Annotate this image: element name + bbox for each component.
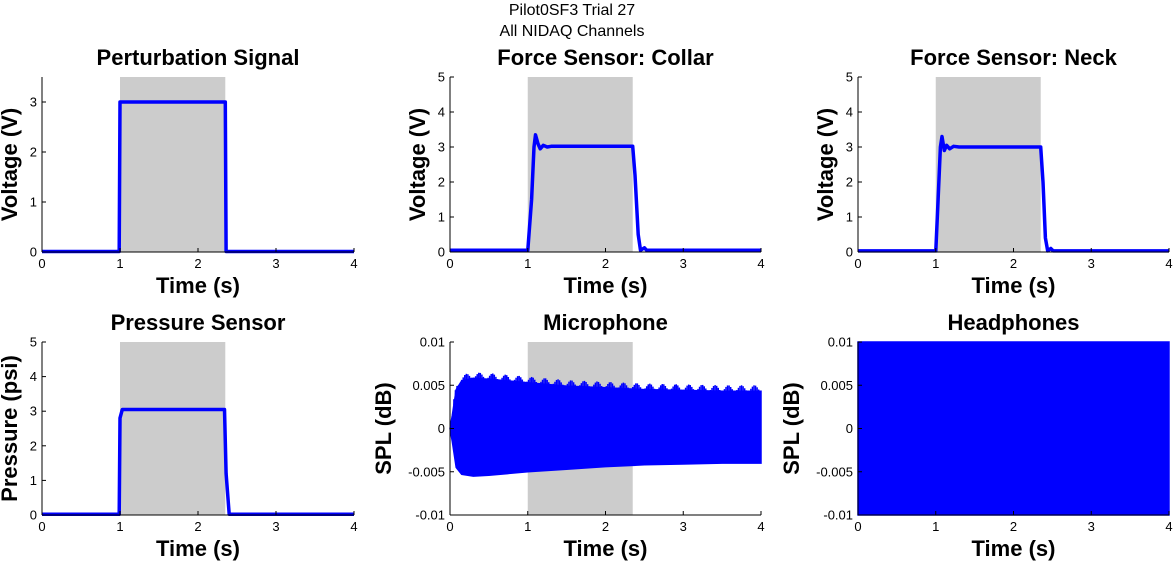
y-tick-label: -0.005 — [408, 464, 445, 479]
y-tick-label: 0 — [846, 245, 853, 260]
y-axis-label: SPL (dB) — [779, 382, 804, 474]
y-tick-label: 3 — [438, 140, 445, 155]
y-axis-label: Voltage (V) — [0, 108, 22, 221]
y-tick-label: 0.01 — [828, 335, 853, 350]
x-tick-label: 3 — [272, 519, 279, 534]
x-tick-label: 1 — [524, 256, 531, 271]
plot-title: Force Sensor: Collar — [497, 45, 714, 70]
x-tick-label: 1 — [524, 519, 531, 534]
y-tick-label: 0.005 — [820, 378, 853, 393]
shaded-region — [120, 342, 226, 515]
x-tick-label: 2 — [194, 256, 201, 271]
x-tick-label: 1 — [932, 519, 939, 534]
plot-title: Force Sensor: Neck — [910, 45, 1117, 70]
x-tick-label: 2 — [1010, 519, 1017, 534]
x-tick-label: 4 — [757, 519, 764, 534]
y-tick-label: 1 — [30, 195, 37, 210]
y-tick-label: 4 — [846, 105, 853, 120]
series-line-1 — [450, 133, 761, 253]
signal-envelope — [857, 341, 1170, 516]
x-axis-label: Time (s) — [564, 273, 648, 298]
y-tick-label: 0 — [30, 245, 37, 260]
y-tick-label: 0 — [438, 245, 445, 260]
y-tick-label: 1 — [30, 473, 37, 488]
y-tick-label: 3 — [30, 404, 37, 419]
x-tick-label: 0 — [446, 519, 453, 534]
x-tick-label: 3 — [1088, 256, 1095, 271]
x-tick-label: 1 — [932, 256, 939, 271]
plot-title: Microphone — [543, 310, 668, 335]
series-line-1 — [42, 407, 354, 517]
x-tick-label: 2 — [1010, 256, 1017, 271]
y-tick-label: 5 — [846, 70, 853, 85]
series-line-1 — [858, 134, 1169, 253]
x-tick-label: 2 — [194, 519, 201, 534]
y-axis-label: SPL (dB) — [371, 382, 396, 474]
x-tick-label: 3 — [272, 256, 279, 271]
y-tick-label: 3 — [846, 140, 853, 155]
subplot-1: 0 1 2 3 4 0 1 2 3 Perturbation Signal Time (s) Volt… — [0, 45, 358, 298]
x-tick-label: 4 — [1165, 256, 1172, 271]
y-tick-label: 2 — [30, 438, 37, 453]
y-axis-label: Voltage (V) — [813, 108, 838, 221]
y-axis-label: Voltage (V) — [405, 108, 430, 221]
subplot-6: 0 1 2 3 4 -0.01 -0.005 0 0.005 0.01 Headphones Time… — [779, 310, 1173, 561]
x-tick-label: 4 — [350, 256, 357, 271]
x-tick-label: 2 — [602, 519, 609, 534]
y-tick-label: 0 — [30, 508, 37, 523]
x-axis-label: Time (s) — [972, 273, 1056, 298]
x-tick-label: 1 — [116, 519, 123, 534]
x-tick-label: 3 — [680, 256, 687, 271]
x-tick-label: 4 — [350, 519, 357, 534]
subplot-3: 0 1 2 3 4 0 1 2 3 4 5 Force Sensor: Neck Time (s) Vol… — [813, 45, 1173, 298]
y-tick-label: 0 — [846, 421, 853, 436]
x-axis-label: Time (s) — [156, 536, 240, 561]
subplot-4: 0 1 2 3 4 0 1 2 3 4 5 Pressure Sensor Time (s) Pressu… — [0, 310, 358, 561]
y-tick-label: 2 — [438, 175, 445, 190]
y-axis-label: Pressure (psi) — [0, 355, 22, 502]
x-axis-label: Time (s) — [564, 536, 648, 561]
y-tick-label: -0.01 — [415, 508, 445, 523]
x-tick-label: 3 — [1088, 519, 1095, 534]
signal-envelope — [449, 377, 762, 477]
x-tick-label: 4 — [757, 256, 764, 271]
figure-title-line-1: Pilot0SF3 Trial 27 — [509, 2, 635, 19]
y-tick-label: 4 — [30, 369, 37, 384]
x-tick-label: 2 — [602, 256, 609, 271]
figure-title-line-2: All NIDAQ Channels — [500, 23, 645, 40]
subplot-2: 0 1 2 3 4 0 1 2 3 4 5 Force Sensor: Collar Time (s) V… — [405, 45, 765, 298]
subplot-5: 0 1 2 3 4 -0.01 -0.005 0 0.005 0.01 Microphone Time… — [371, 310, 765, 561]
plot-title: Headphones — [947, 310, 1079, 335]
x-tick-label: 0 — [38, 256, 45, 271]
y-tick-label: 4 — [438, 105, 445, 120]
y-tick-label: 0.005 — [412, 378, 445, 393]
x-tick-label: 0 — [854, 256, 861, 271]
y-tick-label: 2 — [846, 175, 853, 190]
shaded-region — [120, 77, 226, 252]
y-tick-label: 0 — [438, 421, 445, 436]
y-tick-label: 2 — [30, 145, 37, 160]
shaded-region — [935, 77, 1041, 252]
x-tick-label: 0 — [38, 519, 45, 534]
x-tick-label: 4 — [1165, 519, 1172, 534]
x-axis-label: Time (s) — [972, 536, 1056, 561]
y-tick-label: 5 — [438, 70, 445, 85]
plot-title: Perturbation Signal — [97, 45, 300, 70]
x-axis-label: Time (s) — [156, 273, 240, 298]
y-tick-label: 3 — [30, 95, 37, 110]
y-tick-label: 0.01 — [420, 335, 445, 350]
y-tick-label: -0.005 — [816, 464, 853, 479]
x-tick-label: 1 — [116, 256, 123, 271]
y-tick-label: -0.01 — [823, 508, 853, 523]
y-tick-label: 1 — [846, 210, 853, 225]
shaded-region — [527, 77, 633, 252]
x-tick-label: 3 — [680, 519, 687, 534]
x-tick-label: 0 — [854, 519, 861, 534]
y-tick-label: 1 — [438, 210, 445, 225]
y-tick-label: 5 — [30, 335, 37, 350]
plot-title: Pressure Sensor — [111, 310, 286, 335]
x-tick-label: 0 — [446, 256, 453, 271]
